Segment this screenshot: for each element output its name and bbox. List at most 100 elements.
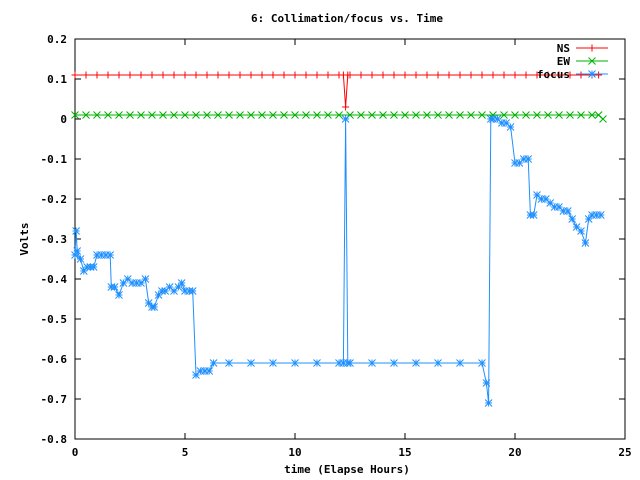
data-point xyxy=(247,359,255,367)
legend-marker xyxy=(588,57,596,65)
y-tick-label: 0.2 xyxy=(47,33,67,46)
data-point xyxy=(357,111,365,119)
data-point xyxy=(581,239,590,247)
data-point xyxy=(599,115,607,123)
data-point xyxy=(390,111,398,119)
data-point xyxy=(205,367,214,375)
data-point xyxy=(568,215,577,223)
data-point xyxy=(434,111,442,119)
data-point xyxy=(225,71,233,79)
data-point xyxy=(71,111,79,119)
series-line xyxy=(75,74,599,108)
data-point xyxy=(258,71,266,79)
y-tick-label: -0.8 xyxy=(41,433,68,446)
data-point xyxy=(596,211,605,219)
x-tick-label: 20 xyxy=(508,446,521,459)
series-layer xyxy=(71,71,607,407)
data-point xyxy=(506,123,515,131)
y-tick-label: -0.1 xyxy=(41,153,68,166)
data-point xyxy=(269,359,277,367)
legend-marker xyxy=(588,44,596,52)
data-point xyxy=(247,111,255,119)
data-point xyxy=(577,111,585,119)
data-point xyxy=(357,71,365,79)
y-tick-label: -0.3 xyxy=(41,233,68,246)
data-point xyxy=(159,111,167,119)
data-point xyxy=(126,111,134,119)
data-point xyxy=(555,111,563,119)
data-point xyxy=(148,111,156,119)
series-ns xyxy=(71,71,603,111)
data-point xyxy=(170,71,178,79)
data-point xyxy=(489,71,497,79)
data-point xyxy=(115,291,123,299)
data-point xyxy=(412,111,420,119)
axis-ticks: -0.8 -0.7 -0.6 -0.5 -0.4 -0.3 -0.2 -0.1 0 0.1 0.2 0… xyxy=(41,33,632,459)
data-point xyxy=(484,399,493,407)
data-point xyxy=(236,71,244,79)
data-point xyxy=(522,71,530,79)
data-point xyxy=(214,71,222,79)
legend-label: focus xyxy=(537,68,570,81)
data-point xyxy=(148,71,156,79)
series-ew xyxy=(71,111,607,123)
data-point xyxy=(225,111,233,119)
data-point xyxy=(137,71,145,79)
y-tick-label: -0.7 xyxy=(41,393,68,406)
data-point xyxy=(368,359,376,367)
data-point xyxy=(524,155,533,163)
legend-marker xyxy=(588,70,596,78)
data-point xyxy=(192,71,200,79)
data-point xyxy=(478,359,486,367)
data-point xyxy=(71,71,79,79)
data-point xyxy=(423,111,431,119)
data-point xyxy=(368,111,376,119)
data-point xyxy=(72,227,80,235)
data-point xyxy=(104,71,112,79)
data-point xyxy=(313,71,321,79)
data-point xyxy=(181,111,189,119)
data-point xyxy=(478,111,486,119)
data-point xyxy=(302,71,310,79)
data-point xyxy=(313,359,321,367)
data-point xyxy=(177,279,186,287)
data-point xyxy=(141,275,150,283)
data-point xyxy=(335,111,343,119)
data-point xyxy=(412,71,420,79)
data-point xyxy=(110,283,119,291)
data-point xyxy=(390,71,398,79)
series-line xyxy=(75,114,604,120)
data-point xyxy=(188,287,197,295)
data-point xyxy=(123,275,132,283)
data-point xyxy=(588,111,596,119)
data-point xyxy=(412,359,420,367)
y-tick-label: -0.2 xyxy=(41,193,68,206)
data-point xyxy=(379,71,387,79)
data-point xyxy=(401,111,409,119)
x-tick-label: 25 xyxy=(618,446,631,459)
y-tick-label: 0.1 xyxy=(47,73,67,86)
data-point xyxy=(280,71,288,79)
x-tick-label: 10 xyxy=(288,446,301,459)
chart-title: 6: Collimation/focus vs. Time xyxy=(251,12,443,25)
x-tick-label: 5 xyxy=(182,446,189,459)
data-point xyxy=(368,71,376,79)
data-point xyxy=(584,215,593,223)
data-point xyxy=(236,111,244,119)
data-point xyxy=(500,71,508,79)
data-point xyxy=(76,255,85,263)
data-point xyxy=(82,71,90,79)
y-tick-label: -0.6 xyxy=(41,353,68,366)
data-point xyxy=(456,359,464,367)
y-tick-label: 0 xyxy=(60,113,67,126)
y-axis-label: Volts xyxy=(18,222,31,255)
data-point xyxy=(390,359,398,367)
data-point xyxy=(456,111,464,119)
data-point xyxy=(482,379,491,387)
data-point xyxy=(291,111,299,119)
data-point xyxy=(280,111,288,119)
data-point xyxy=(269,111,277,119)
y-tick-label: -0.4 xyxy=(41,273,68,286)
